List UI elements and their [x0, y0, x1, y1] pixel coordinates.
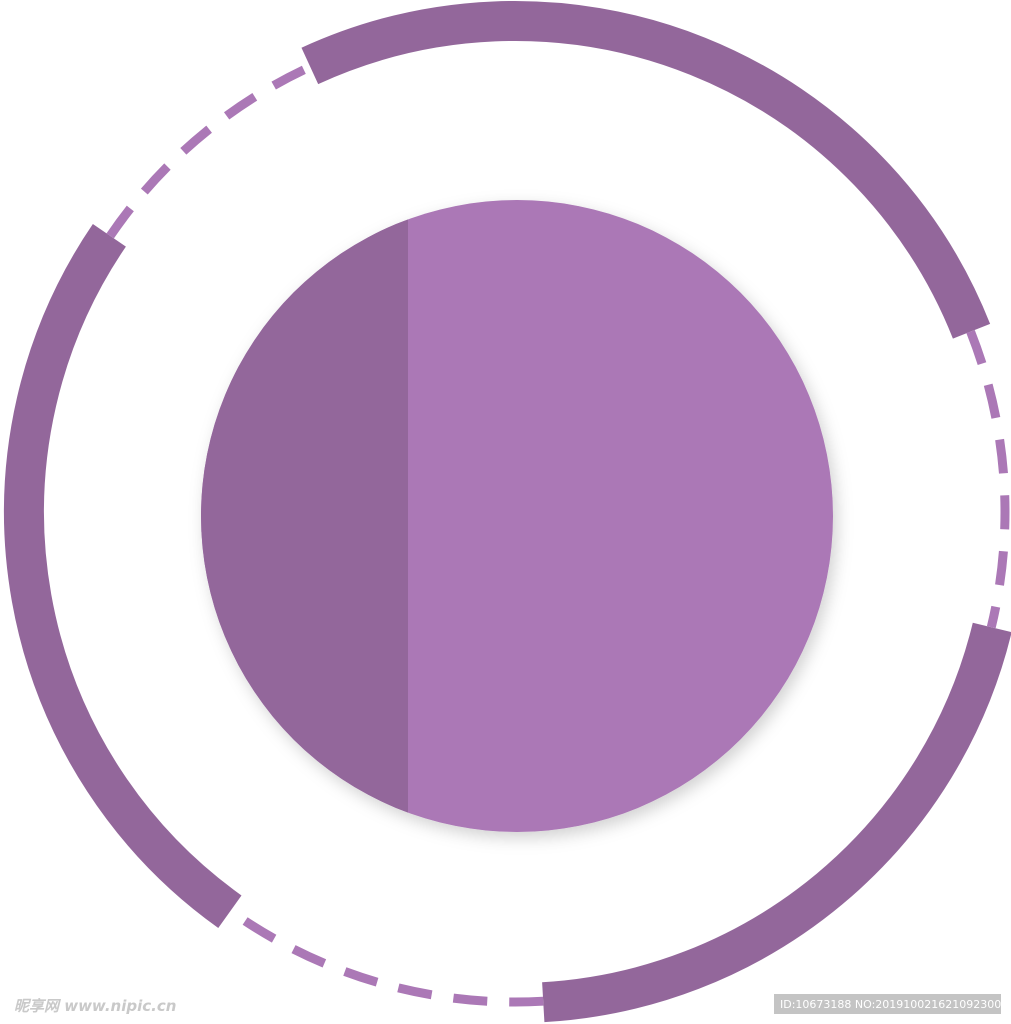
watermark-site: 昵享网 www.nipic.cn	[14, 997, 176, 1015]
dashed-arc	[106, 62, 313, 239]
thick-arc	[4, 224, 242, 929]
dashed-arc	[966, 329, 1010, 629]
ring-decoration	[4, 1, 1011, 1023]
thick-arc	[301, 1, 991, 339]
watermark-id-bg	[774, 994, 1001, 1014]
dashed-arc	[227, 907, 544, 1007]
watermark-id: ID:10673188 NO:20191002162109230085	[780, 998, 1011, 1011]
thick-arc	[542, 622, 1011, 1023]
inner-circle-left-half	[201, 200, 408, 832]
